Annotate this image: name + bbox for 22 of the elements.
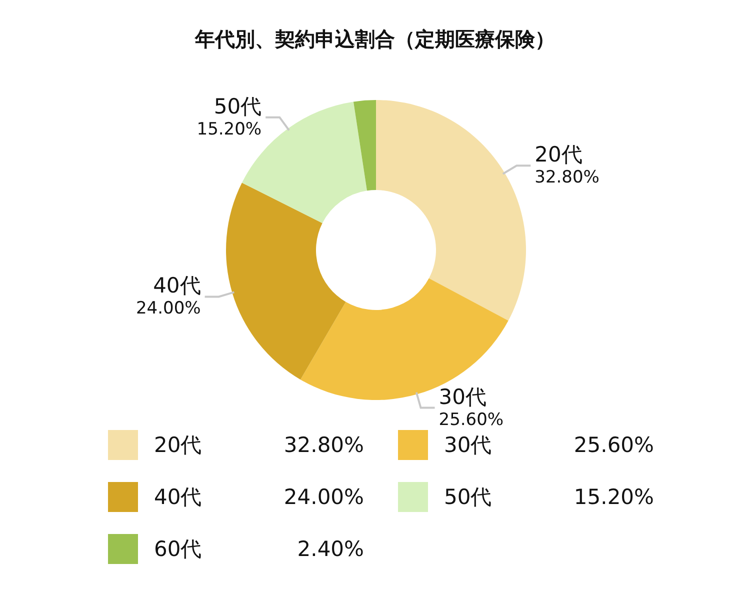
donut-slice: [376, 100, 526, 321]
data-label: 32.80%: [534, 168, 600, 188]
legend-label: 60代: [154, 536, 203, 563]
text: 32.80%: [284, 433, 364, 457]
slice-label: 20代: [534, 142, 582, 167]
data-label: 25.60%: [438, 410, 504, 430]
slice-label: 30代: [438, 384, 486, 409]
data-label: 2.40%: [296, 537, 364, 561]
legend-label: 20代: [154, 432, 203, 459]
legend-label: 50代: [444, 484, 493, 511]
chart-title: 年代別、契約申込割合（定期医療保険）: [194, 26, 556, 53]
legend-label: 40代: [154, 484, 203, 511]
data-label: 15.20%: [196, 119, 262, 140]
legend-label: 30代: [444, 432, 493, 459]
donut-slice: [226, 182, 346, 380]
slice-label: 50代: [214, 94, 262, 118]
slice-label: 40代: [153, 274, 201, 298]
data-label: 24.00%: [136, 298, 201, 319]
text: 25.60%: [574, 433, 654, 457]
donut-slice: [353, 100, 376, 191]
text: 24.00%: [284, 485, 364, 509]
text: 15.20%: [574, 485, 654, 509]
